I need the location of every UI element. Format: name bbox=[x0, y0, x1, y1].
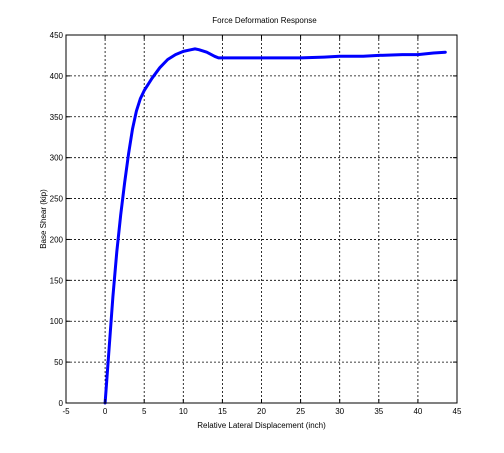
y-tick-label: 300 bbox=[50, 154, 64, 163]
x-tick-label: 25 bbox=[296, 407, 305, 416]
chart-title: Force Deformation Response bbox=[212, 16, 317, 25]
x-axis-title: Relative Lateral Displacement (inch) bbox=[197, 421, 326, 430]
y-tick-label: 400 bbox=[50, 72, 64, 81]
x-tick-label: 10 bbox=[179, 407, 188, 416]
x-tick-label: 0 bbox=[103, 407, 108, 416]
grid bbox=[66, 35, 457, 403]
y-tick-label: 350 bbox=[50, 113, 64, 122]
x-tick-label: 30 bbox=[335, 407, 344, 416]
y-tick-label: 450 bbox=[50, 31, 64, 40]
x-tick-label: 45 bbox=[453, 407, 462, 416]
y-tick-label: 200 bbox=[50, 235, 64, 244]
x-tick-label: 20 bbox=[257, 407, 266, 416]
x-tick-label: 5 bbox=[142, 407, 147, 416]
y-axis-title: Base Shear (kip) bbox=[39, 189, 48, 249]
y-tick-label: 0 bbox=[59, 399, 64, 408]
series-line bbox=[103, 47, 447, 405]
y-tick-labels: 0 50 100 150 200 250 300 350 400 450 bbox=[50, 31, 64, 408]
y-tick-label: 150 bbox=[50, 276, 64, 285]
x-tick-label: -5 bbox=[62, 407, 70, 416]
series-layer bbox=[103, 47, 447, 405]
x-tick-labels: -5 0 5 10 15 20 25 30 35 40 45 bbox=[62, 407, 462, 416]
y-tick-label: 50 bbox=[54, 358, 63, 367]
y-tick-label: 250 bbox=[50, 195, 64, 204]
ticks bbox=[65, 34, 458, 404]
y-tick-label: 100 bbox=[50, 317, 64, 326]
x-tick-label: 40 bbox=[413, 407, 422, 416]
x-tick-label: 15 bbox=[218, 407, 227, 416]
x-tick-label: 35 bbox=[374, 407, 383, 416]
